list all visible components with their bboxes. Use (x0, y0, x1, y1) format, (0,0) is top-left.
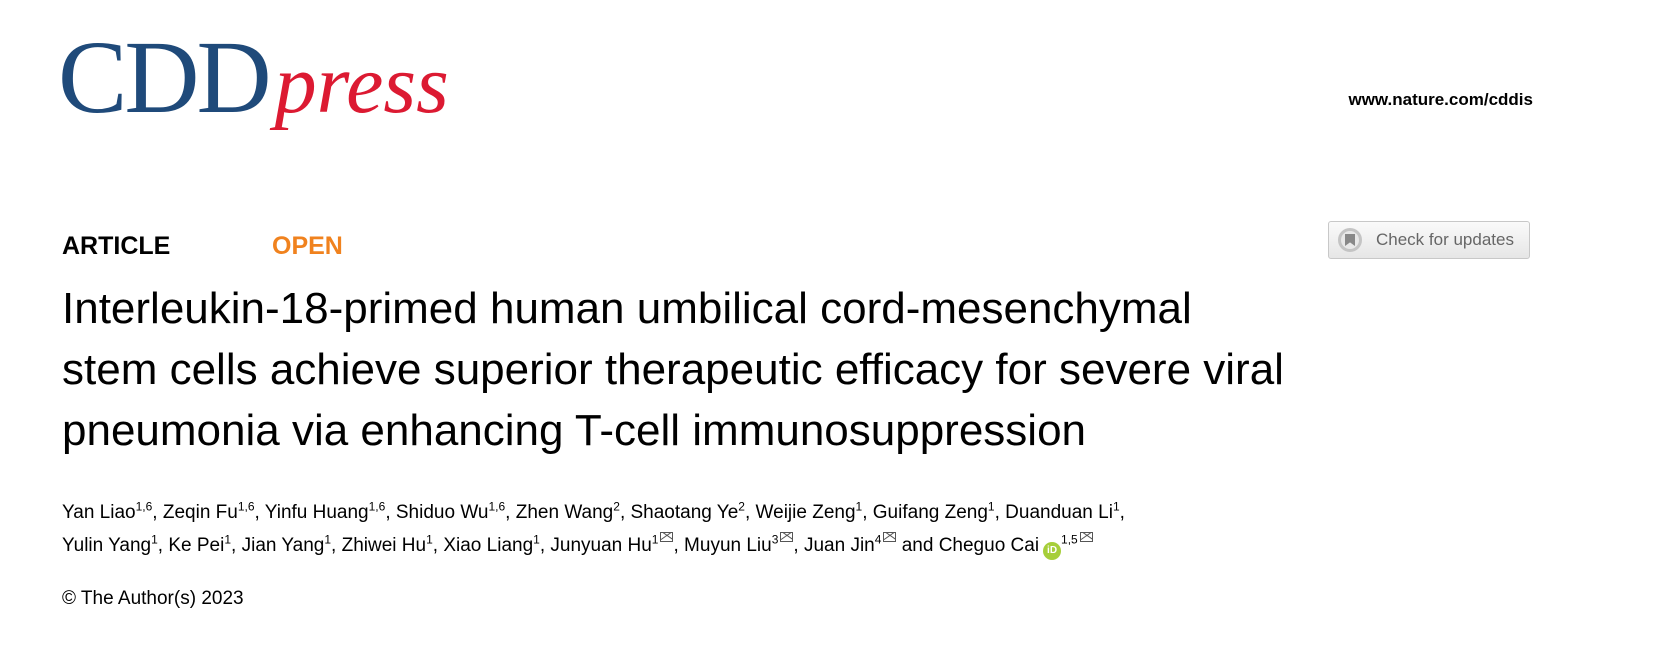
author-name[interactable]: Juan Jin (803, 535, 875, 556)
author[interactable]: Zeqin Fu1,6 (162, 499, 255, 523)
author-name[interactable]: Yinfu Huang (264, 502, 369, 523)
affiliation-superscript: 1,6 (237, 499, 255, 514)
author[interactable]: Zhiwei Hu1 (341, 532, 433, 556)
journal-url[interactable]: www.nature.com/cddis (1348, 90, 1533, 109)
author[interactable]: Shaotang Ye2 (630, 499, 745, 523)
author[interactable]: Zhen Wang2 (515, 499, 620, 523)
author-name[interactable]: Cheguo Cai (938, 535, 1040, 556)
author-name[interactable]: Ke Pei (168, 535, 225, 556)
author[interactable]: Yinfu Huang1,6 (264, 499, 386, 523)
affiliation-superscript: 1 (987, 499, 995, 514)
email-icon[interactable] (660, 532, 674, 542)
orcid-icon[interactable]: iD (1043, 542, 1062, 560)
affiliation-superscript: 1 (1112, 499, 1120, 514)
title-line: pneumonia via enhancing T-cell immunosup… (62, 406, 1087, 455)
check-for-updates-button[interactable]: Check for updates (1328, 221, 1530, 259)
cdd-press-logo: CDDpress (58, 18, 449, 137)
affiliation-superscript: 1 (151, 532, 158, 547)
title-line: stem cells achieve superior therapeutic … (62, 345, 1284, 394)
author-list: Yan Liao1,6, Zeqin Fu1,6, Yinfu Huang1,6… (62, 496, 1602, 562)
article-type: ARTICLE (62, 232, 171, 260)
author[interactable]: Jian Yang1 (241, 532, 332, 556)
email-icon[interactable] (883, 532, 897, 542)
author[interactable]: Yan Liao1,6 (62, 499, 153, 523)
affiliation-superscript: 1,5 (1061, 532, 1078, 547)
author[interactable]: Juan Jin4 (803, 532, 897, 556)
open-access-badge: OPEN (272, 232, 343, 260)
email-icon[interactable] (780, 532, 794, 542)
author-name[interactable]: Duanduan Li (1005, 502, 1113, 523)
affiliation-superscript: 1 (855, 499, 863, 514)
author[interactable]: Xiao Liang1 (443, 532, 540, 556)
author-name[interactable]: Yan Liao (62, 502, 136, 523)
logo-cdd: CDD (58, 20, 272, 135)
affiliation-superscript: 1 (651, 532, 659, 547)
author-name[interactable]: Zhen Wang (515, 502, 614, 523)
author-name[interactable]: Xiao Liang (443, 535, 534, 556)
email-icon[interactable] (1079, 532, 1093, 542)
logo-press: press (274, 38, 449, 131)
author[interactable]: Muyun Liu3 (684, 532, 794, 556)
author[interactable]: Duanduan Li1 (1005, 499, 1120, 523)
affiliation-superscript: 1,6 (135, 499, 153, 514)
affiliation-superscript: 2 (738, 499, 745, 514)
affiliation-superscript: 1 (324, 532, 332, 547)
author-name[interactable]: Junyuan Hu (550, 535, 652, 556)
author[interactable]: Cheguo Cai iD1,5 (938, 532, 1093, 560)
author-name[interactable]: Jian Yang (241, 535, 325, 556)
author[interactable]: Guifang Zeng1 (872, 499, 995, 523)
author[interactable]: Yulin Yang1 (62, 532, 158, 556)
author[interactable]: Junyuan Hu1 (550, 532, 674, 556)
author[interactable]: Shiduo Wu1,6 (395, 499, 506, 523)
author-name[interactable]: Muyun Liu (684, 535, 772, 556)
author-name[interactable]: Zhiwei Hu (341, 535, 427, 556)
affiliation-superscript: 1,6 (488, 499, 506, 514)
affiliation-superscript: 2 (613, 499, 620, 514)
author-name[interactable]: Shaotang Ye (630, 502, 739, 523)
copyright: © The Author(s) 2023 (62, 588, 244, 609)
author[interactable]: Ke Pei1 (168, 532, 232, 556)
author-name[interactable]: Guifang Zeng (872, 502, 988, 523)
check-for-updates-label: Check for updates (1376, 230, 1514, 249)
title-line: Interleukin-18-primed human umbilical co… (62, 284, 1192, 333)
author-name[interactable]: Weijie Zeng (755, 502, 856, 523)
affiliation-superscript: 1 (533, 532, 540, 547)
author[interactable]: Weijie Zeng1 (755, 499, 863, 523)
affiliation-superscript: 1 (224, 532, 232, 547)
affiliation-superscript: 1,6 (368, 499, 386, 514)
author-name[interactable]: Yulin Yang (62, 535, 152, 556)
author-name[interactable]: Shiduo Wu (395, 502, 489, 523)
article-title: Interleukin-18-primed human umbilical co… (62, 278, 1622, 461)
affiliation-superscript: 4 (874, 532, 882, 547)
bookmark-icon (1338, 228, 1362, 252)
author-name[interactable]: Zeqin Fu (162, 502, 238, 523)
affiliation-superscript: 3 (771, 532, 779, 547)
affiliation-superscript: 1 (426, 532, 433, 547)
